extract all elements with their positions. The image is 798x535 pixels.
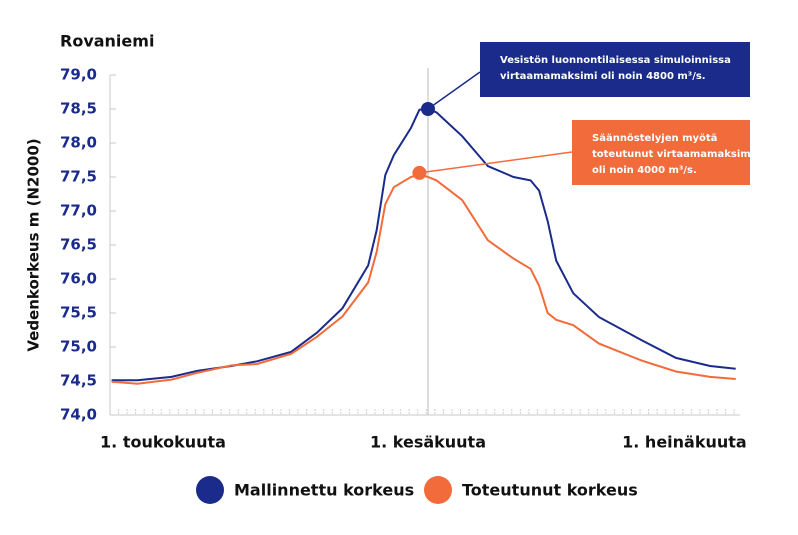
- annotation-text: toteutunut virtaamamaksimi: [592, 149, 754, 160]
- annotation-connector: [427, 71, 481, 110]
- y-tick-label: 76,0: [60, 270, 97, 288]
- y-tick-label: 75,0: [60, 338, 97, 356]
- annotation-text: Vesistön luonnontilaisessa simuloinnissa: [500, 55, 731, 66]
- annotation-text: virtaamamaksimi oli noin 4800 m³/s.: [500, 71, 706, 82]
- y-tick-label: 79,0: [60, 66, 97, 84]
- legend-swatch: [424, 476, 452, 504]
- annotation-text: Säännöstelyjen myötä: [592, 133, 717, 144]
- y-axis-label: Vedenkorkeus m (N2000): [25, 138, 43, 351]
- annotation-connector: [419, 151, 573, 174]
- y-tick-label: 74,0: [60, 406, 97, 424]
- y-tick-label: 74,5: [60, 372, 97, 390]
- y-tick-label: 77,5: [60, 168, 97, 186]
- x-tick-label: 1. kesäkuuta: [370, 433, 486, 452]
- annotation-box: [572, 120, 750, 185]
- chart-title: Rovaniemi: [60, 32, 154, 51]
- legend-label: Toteutunut korkeus: [462, 481, 638, 500]
- line-series: [111, 173, 736, 385]
- annotation-text: oli noin 4000 m³/s.: [592, 165, 697, 176]
- x-tick-label: 1. toukokuuta: [100, 433, 226, 452]
- y-tick-label: 76,5: [60, 236, 97, 254]
- annotation-marker: [412, 165, 427, 180]
- x-tick-label: 1. heinäkuuta: [622, 433, 747, 452]
- annotation-marker: [420, 102, 435, 116]
- annotation-box: [480, 42, 750, 97]
- legend-label: Mallinnettu korkeus: [234, 481, 414, 500]
- y-tick-label: 78,5: [60, 100, 97, 118]
- y-tick-label: 77,0: [60, 202, 97, 220]
- legend-swatch: [196, 476, 224, 504]
- y-tick-label: 75,5: [60, 304, 97, 322]
- y-tick-label: 78,0: [60, 134, 97, 152]
